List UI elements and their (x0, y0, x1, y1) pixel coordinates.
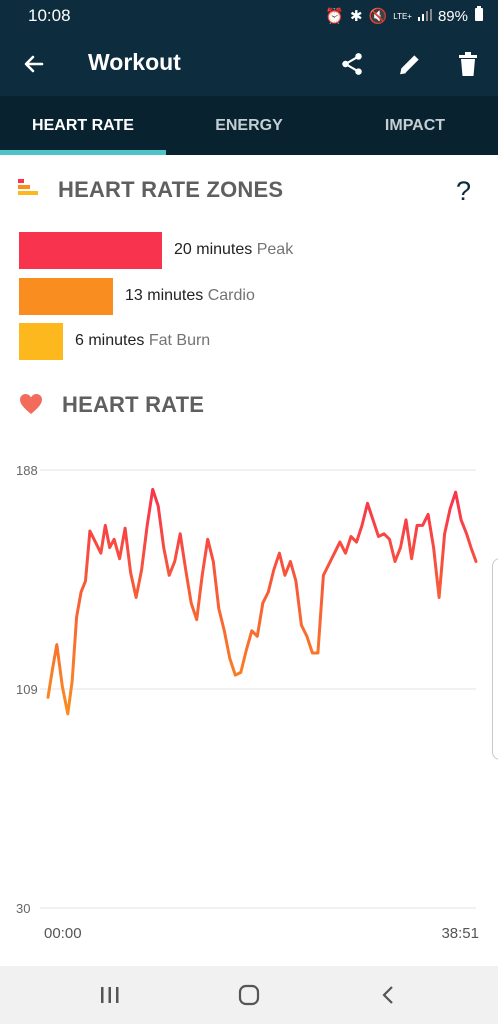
zone-bar-fat-burn (19, 323, 63, 360)
chevron-left-icon (382, 986, 393, 1004)
zone-label-fat-burn: 6 minutes Fat Burn (75, 332, 210, 350)
arrow-left-icon (24, 55, 44, 73)
tab-heart-rate[interactable]: HEART RATE (32, 116, 134, 134)
heart-rate-title: HEART RATE (62, 392, 205, 417)
recent-apps-icon (101, 987, 119, 1003)
status-time: 10:08 (28, 6, 71, 25)
heart-rate-line (46, 487, 478, 716)
battery-percent: 89% (437, 7, 468, 25)
zone-bar-peak (19, 232, 162, 269)
home-button[interactable] (229, 978, 269, 1012)
y-tick-label: 188 (16, 463, 38, 478)
x-tick-label: 38:51 (441, 925, 479, 942)
x-tick-label: 00:00 (44, 925, 82, 942)
recent-apps-button[interactable] (90, 978, 130, 1012)
status-icons: ⏰ ✱ 🔇 LTE+ 89% (325, 6, 484, 26)
back-button[interactable] (18, 48, 50, 80)
zones-title: HEART RATE ZONES (58, 177, 284, 202)
home-icon (238, 984, 260, 1006)
bluetooth-icon: ✱ (349, 8, 363, 25)
tab-bar: HEART RATE ENERGY IMPACT (0, 96, 498, 155)
tab-impact[interactable]: IMPACT (384, 116, 446, 134)
signal-icon (417, 8, 432, 25)
scroll-handle[interactable] (492, 558, 498, 760)
page-title: Workout (88, 49, 181, 75)
trash-icon (459, 52, 477, 76)
delete-button[interactable] (451, 47, 485, 81)
zone-name: Fat Burn (148, 332, 211, 349)
zone-name: Peak (256, 241, 294, 258)
tab-indicator (0, 150, 166, 155)
y-tick-label: 30 (16, 901, 30, 916)
zone-label-peak: 20 minutes Peak (174, 241, 293, 259)
zone-value: 20 minutes (174, 241, 253, 258)
battery-icon (474, 6, 484, 26)
share-icon (342, 53, 362, 75)
mute-icon: 🔇 (368, 8, 388, 25)
help-button[interactable]: ? (456, 176, 472, 206)
edit-button[interactable] (393, 47, 427, 81)
tab-energy[interactable]: ENERGY (215, 116, 283, 134)
zone-value: 13 minutes (125, 287, 204, 304)
pencil-icon (400, 55, 419, 75)
zone-label-cardio: 13 minutes Cardio (125, 287, 255, 305)
zone-name: Cardio (207, 287, 255, 304)
zone-bar-cardio (19, 278, 113, 315)
heart-icon (20, 394, 42, 414)
lte-label: LTE+ (393, 11, 412, 21)
zones-bars-icon (18, 179, 38, 195)
alarm-icon: ⏰ (325, 8, 344, 25)
y-tick-label: 109 (16, 682, 38, 697)
app-bar: Workout (0, 30, 498, 96)
zone-value: 6 minutes (75, 332, 145, 349)
share-button[interactable] (335, 47, 369, 81)
heart-rate-chart: 188 109 30 00:00 38:51 (16, 463, 479, 942)
status-bar: 10:08 ⏰ ✱ 🔇 LTE+ 89% (0, 0, 498, 30)
system-nav-bar (0, 966, 498, 1024)
system-back-button[interactable] (368, 978, 408, 1012)
